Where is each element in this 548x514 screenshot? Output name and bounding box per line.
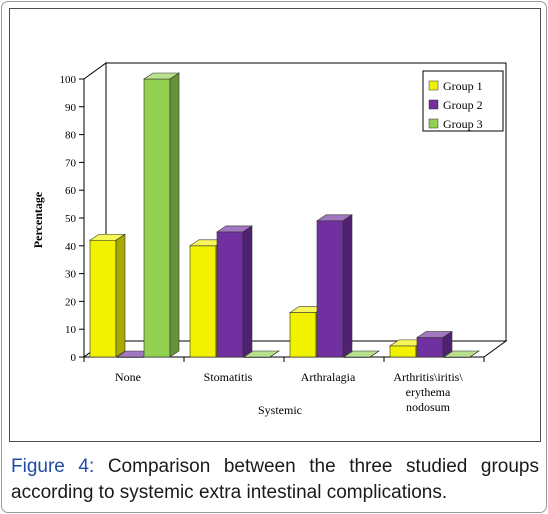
bar-chart: 0 10 20 30 40 50 60 70 80 90 100 None Stomatitis Arth… bbox=[31, 62, 508, 417]
legend-label: Group 3 bbox=[443, 117, 483, 131]
bar-side bbox=[442, 330, 453, 358]
figure-caption: Figure 4: Comparison between the three s… bbox=[11, 454, 539, 506]
y-axis-title: Percentage bbox=[31, 191, 45, 248]
legend-label: Group 2 bbox=[443, 98, 483, 112]
bar-front bbox=[289, 312, 317, 358]
bar-front bbox=[143, 78, 171, 358]
y-tick-label: 60 bbox=[65, 185, 77, 197]
bar-side bbox=[369, 350, 380, 358]
bar-side bbox=[115, 233, 126, 358]
x-axis-title: Systemic bbox=[258, 403, 302, 417]
bar-side bbox=[342, 214, 353, 358]
y-tick-label: 40 bbox=[65, 241, 77, 253]
legend-label: Group 1 bbox=[443, 79, 483, 93]
y-tick-label: 20 bbox=[65, 296, 77, 308]
bar-front bbox=[189, 245, 217, 358]
bar-front bbox=[216, 231, 244, 358]
y-tick-label: 100 bbox=[60, 74, 77, 86]
y-tick-label: 80 bbox=[65, 130, 77, 142]
legend-swatch bbox=[428, 118, 439, 129]
y-tick-label: 10 bbox=[65, 324, 77, 336]
legend-swatch bbox=[428, 99, 439, 110]
legend-swatch bbox=[428, 80, 439, 91]
bar-front bbox=[416, 337, 444, 358]
bar-front bbox=[389, 345, 417, 358]
y-tick-label: 0 bbox=[71, 352, 77, 364]
x-tick-label: Stomatitis bbox=[204, 370, 253, 384]
bar-side bbox=[242, 225, 253, 358]
x-tick-label: None bbox=[115, 370, 141, 384]
bar-front bbox=[316, 220, 344, 358]
x-tick-label: Arthritis\iritis\ erythema nodosum bbox=[393, 370, 463, 414]
bar-side bbox=[469, 350, 480, 358]
y-tick-label: 90 bbox=[65, 102, 77, 114]
y-tick-label: 50 bbox=[65, 213, 77, 225]
bar-side bbox=[169, 72, 180, 358]
caption-text: Comparison between the three studied gro… bbox=[11, 456, 539, 503]
figure-label: Figure 4: bbox=[11, 456, 95, 477]
y-tick-label: 70 bbox=[65, 157, 77, 169]
bar-side bbox=[269, 350, 280, 358]
x-tick-label: Arthralagia bbox=[301, 370, 356, 384]
y-tick-label: 30 bbox=[65, 269, 77, 281]
chart-area: 0 10 20 30 40 50 60 70 80 90 100 None Stomatitis Arth… bbox=[9, 8, 541, 442]
bar-front bbox=[89, 239, 117, 358]
